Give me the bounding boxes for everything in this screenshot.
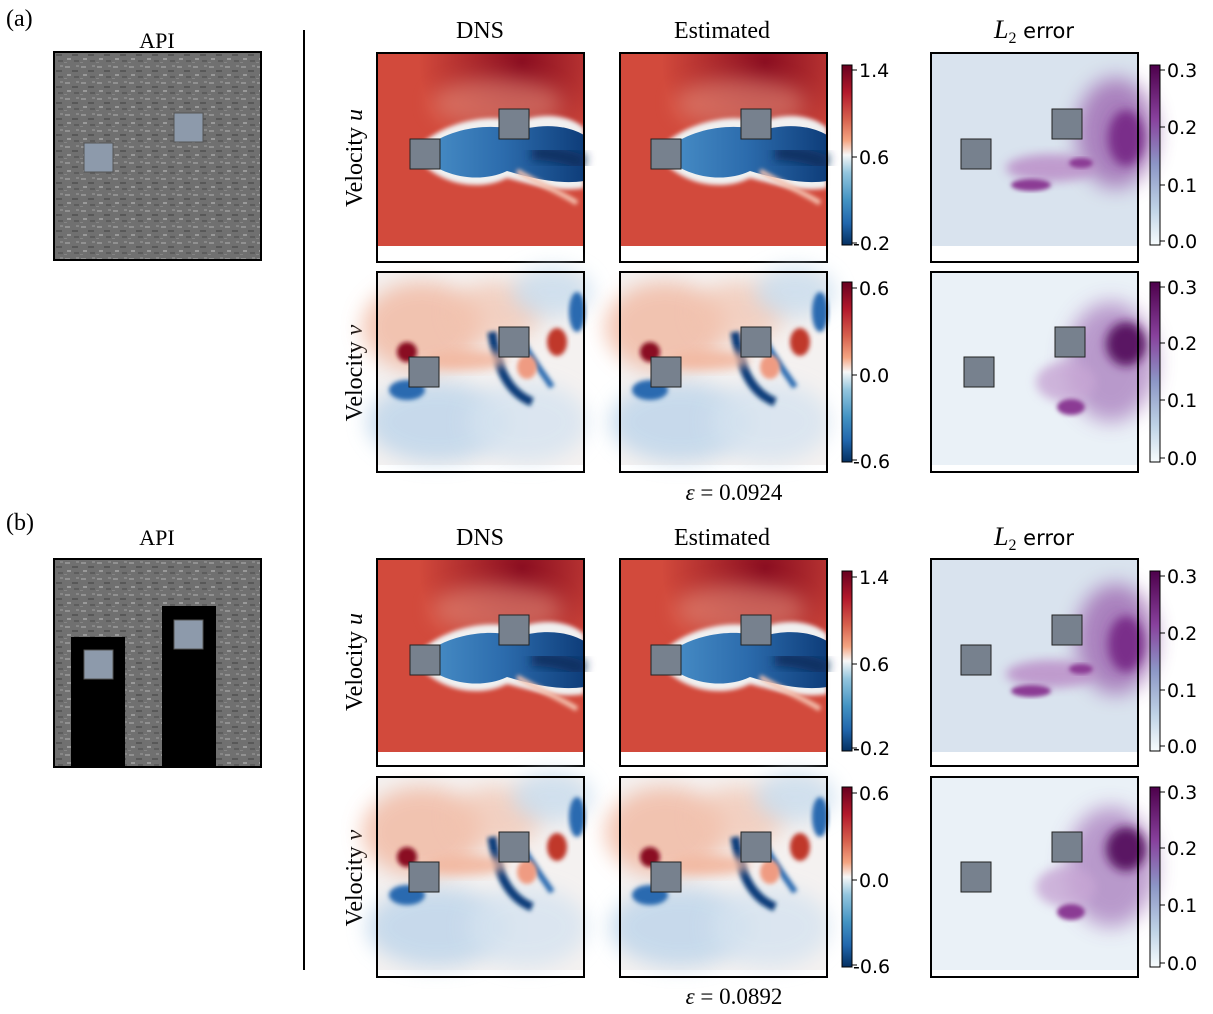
panel-a-colorbar-u: 1.4 0.6 -0.2	[841, 60, 890, 255]
cbar-tick: 0.0	[1167, 953, 1197, 975]
cbar-tick: -0.2	[853, 738, 890, 760]
panel-a-row-label-v: Velocity v	[342, 324, 368, 421]
cbar-tick: 0.3	[1167, 60, 1197, 82]
panel-b-colorbar-error-v: 0.3 0.2 0.1 0.0	[1149, 782, 1197, 975]
cbar-tick: 0.0	[1167, 231, 1197, 253]
panel-a-epsilon: ε = 0.0924	[686, 480, 783, 505]
panel-b-error-u-field	[930, 558, 1156, 767]
cbar-tick: -0.6	[853, 451, 890, 473]
panel-b-api-title: API	[139, 525, 174, 550]
cbar-tick: -0.6	[853, 956, 890, 978]
panel-a-api-title: API	[139, 28, 174, 53]
panel-b-row-label-v: Velocity v	[342, 829, 368, 926]
panel-a-estimated-u-field	[620, 53, 827, 263]
panel-a-dns-v-field	[362, 267, 592, 473]
cbar-tick: 0.3	[1167, 277, 1197, 299]
panel-a-api-image	[53, 51, 262, 261]
panel-a-title-dns: DNS	[456, 18, 504, 44]
cbar-tick: 0.0	[859, 870, 889, 892]
panel-a-dns-u-field	[377, 53, 584, 263]
panel-b-api-image	[53, 558, 262, 768]
cbar-tick: 0.1	[1167, 390, 1197, 412]
panel-a-title-l2-error: L2 error	[993, 15, 1074, 47]
panel-a-error-u-field	[930, 52, 1156, 263]
panel-a-title-estimated: Estimated	[674, 18, 770, 44]
cbar-tick: 0.1	[1167, 680, 1197, 702]
cylinder-1	[83, 142, 114, 173]
panel-b-title-dns: DNS	[456, 525, 504, 551]
cbar-tick: 1.4	[859, 567, 889, 589]
cylinder-1	[83, 649, 114, 680]
panel-b-estimated-v-field	[605, 772, 835, 978]
cbar-tick: 0.0	[1167, 736, 1197, 758]
cbar-tick: 0.2	[1167, 623, 1197, 645]
panel-b-dns-u-field	[377, 559, 584, 767]
cbar-tick: 0.6	[859, 278, 889, 300]
panel-b-title-estimated: Estimated	[674, 525, 770, 551]
cbar-tick: 0.6	[859, 147, 889, 169]
panel-b-title-l2-error: L2 error	[993, 522, 1074, 554]
panel-a-estimated-v-field	[605, 267, 835, 473]
panel-a-error-v-field	[930, 271, 1156, 473]
panel-b-estimated-u-field	[620, 559, 827, 767]
cbar-tick: 0.6	[859, 783, 889, 805]
cbar-tick: 1.4	[859, 60, 889, 82]
cylinder-2	[173, 112, 204, 143]
cbar-tick: 0.2	[1167, 838, 1197, 860]
panel-b-row-label-u: Velocity u	[342, 613, 368, 711]
cbar-tick: 0.2	[1167, 117, 1197, 139]
cbar-tick: 0.3	[1167, 782, 1197, 804]
cbar-tick: 0.2	[1167, 333, 1197, 355]
cylinder-2	[173, 619, 204, 650]
panel-b-dns-v-field	[362, 772, 592, 978]
panel-a-label: (a)	[6, 6, 33, 32]
cbar-tick: 0.1	[1167, 895, 1197, 917]
panel-a-row-label-u: Velocity u	[342, 109, 368, 207]
panel-a-colorbar-error-u: 0.3 0.2 0.1 0.0	[1149, 60, 1197, 253]
cbar-tick: 0.3	[1167, 566, 1197, 588]
panel-b-colorbar-u: 1.4 0.6 -0.2	[841, 567, 890, 760]
cbar-tick: -0.2	[853, 233, 890, 255]
panel-b-label: (b)	[6, 510, 34, 536]
panel-a-colorbar-v: 0.6 0.0 -0.6	[841, 278, 890, 473]
panel-b-colorbar-error-u: 0.3 0.2 0.1 0.0	[1149, 566, 1197, 758]
cbar-tick: 0.1	[1167, 175, 1197, 197]
cbar-tick: 0.0	[1167, 448, 1197, 470]
cbar-tick: 0.6	[859, 654, 889, 676]
cbar-tick: 0.0	[859, 365, 889, 387]
panel-a-colorbar-error-v: 0.3 0.2 0.1 0.0	[1149, 277, 1197, 470]
panel-b-colorbar-v: 0.6 0.0 -0.6	[841, 783, 890, 978]
panel-b-error-v-field	[930, 776, 1156, 978]
panel-b-epsilon: ε = 0.0892	[686, 984, 783, 1009]
